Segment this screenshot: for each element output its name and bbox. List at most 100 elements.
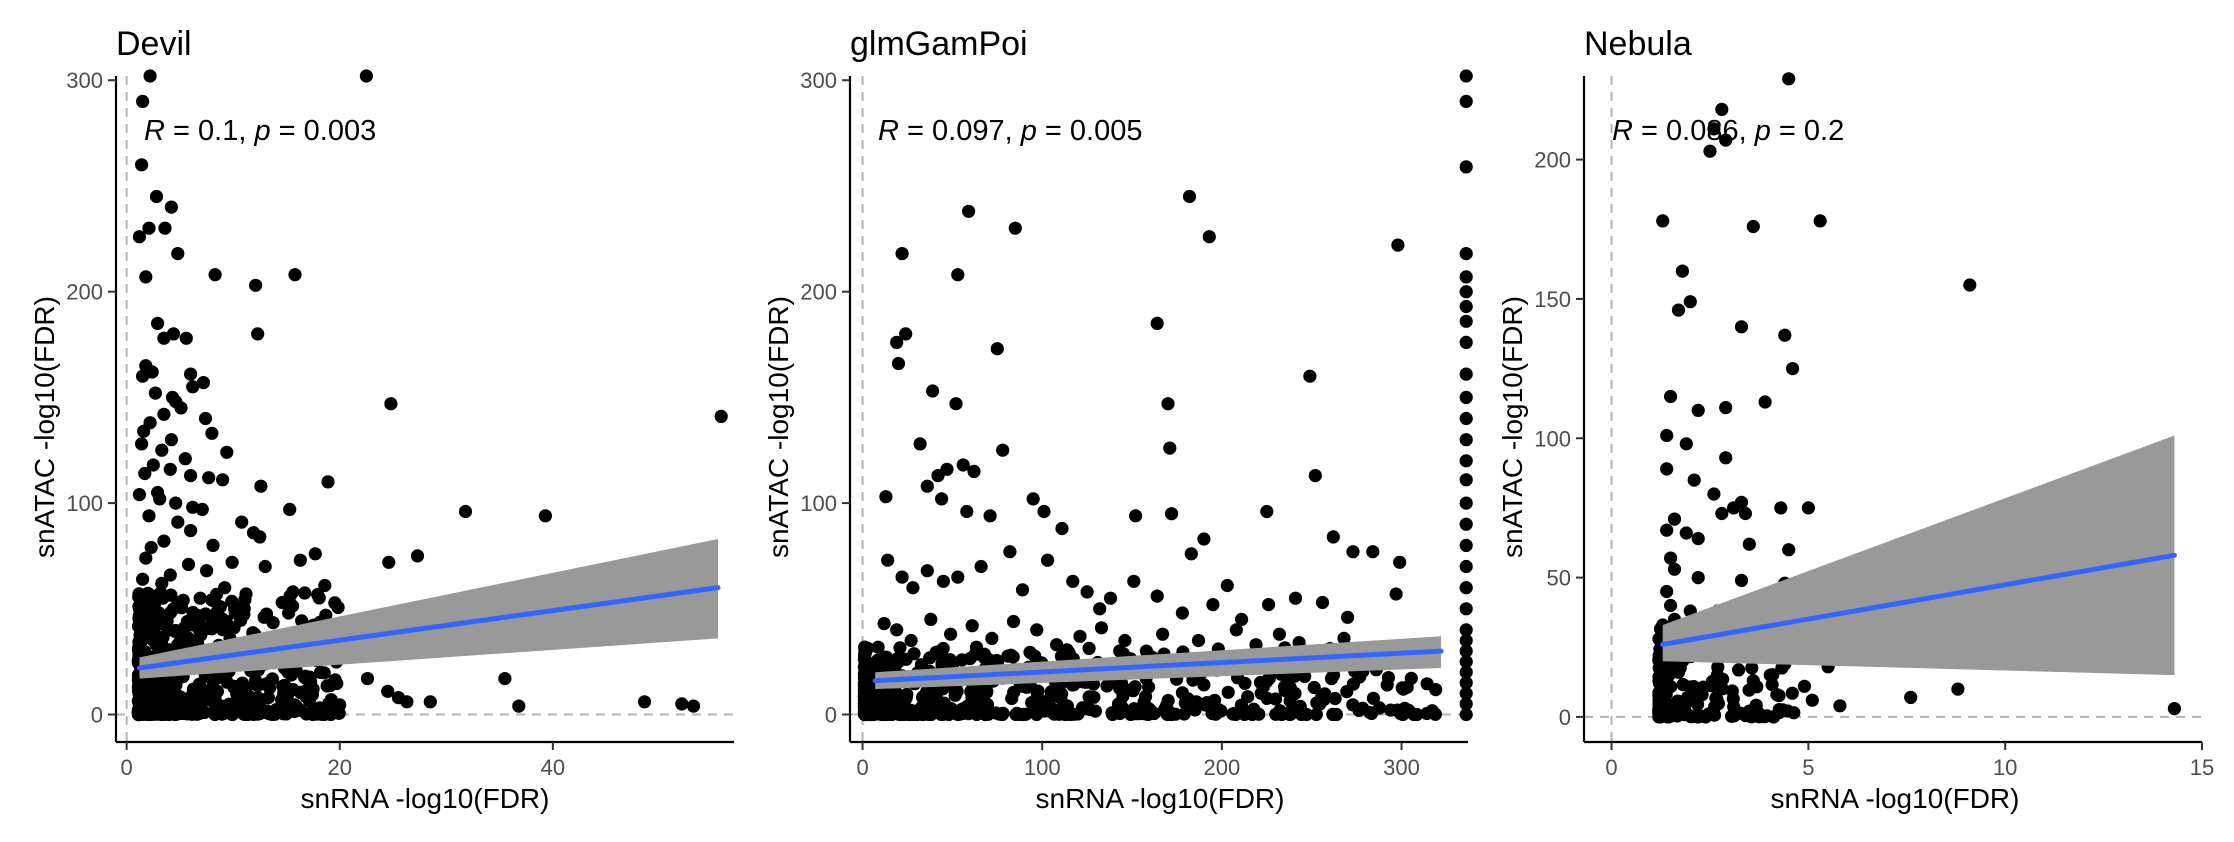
data-point xyxy=(1206,598,1220,612)
data-point xyxy=(962,204,976,218)
data-point xyxy=(879,490,893,504)
data-point xyxy=(958,705,972,719)
data-point xyxy=(249,705,264,719)
data-point xyxy=(1679,437,1693,451)
data-point xyxy=(293,685,307,700)
data-point xyxy=(1726,692,1740,706)
data-point xyxy=(873,690,887,704)
data-point xyxy=(178,452,192,466)
data-point xyxy=(942,707,956,722)
data-point xyxy=(1100,679,1114,693)
data-point xyxy=(1459,390,1473,404)
data-point xyxy=(1161,397,1175,411)
data-point xyxy=(137,679,151,693)
data-point xyxy=(210,605,224,619)
data-point xyxy=(1103,591,1118,605)
data-point xyxy=(956,458,970,472)
correlation-annotation: R = 0.086, p = 0.2 xyxy=(1612,115,1844,147)
data-point xyxy=(1675,264,1689,278)
data-point xyxy=(1758,395,1772,409)
data-point xyxy=(1060,643,1074,657)
data-point xyxy=(206,538,220,553)
data-point xyxy=(1006,614,1021,629)
data-point xyxy=(979,686,994,700)
data-point xyxy=(259,607,274,621)
y-tick-label: 0 xyxy=(1559,705,1571,730)
data-point xyxy=(1691,571,1705,585)
data-point xyxy=(1732,663,1746,677)
data-point xyxy=(1679,526,1693,540)
data-point xyxy=(1260,504,1274,519)
y-axis-title: snATAC -log10(FDR) xyxy=(763,296,794,558)
data-point xyxy=(360,672,375,686)
data-point xyxy=(1459,517,1473,531)
data-point xyxy=(268,704,282,718)
data-point xyxy=(1052,707,1066,721)
data-point xyxy=(1163,441,1177,455)
data-point xyxy=(1326,530,1340,544)
data-point xyxy=(1782,72,1796,86)
data-point xyxy=(2167,702,2181,716)
data-point xyxy=(195,502,209,516)
data-point xyxy=(184,524,198,538)
y-tick-label: 200 xyxy=(66,280,103,305)
data-point xyxy=(1656,214,1670,228)
data-point xyxy=(281,665,295,679)
data-point xyxy=(1719,451,1733,465)
data-point xyxy=(163,568,177,582)
data-point xyxy=(1063,707,1077,722)
plot-area: 0 20 40 0 100 200 300 xyxy=(66,68,734,780)
data-point xyxy=(1082,641,1096,656)
data-point xyxy=(996,443,1010,457)
data-point xyxy=(1003,545,1017,559)
data-point xyxy=(144,540,158,555)
data-point xyxy=(144,605,158,619)
data-point xyxy=(1055,687,1069,701)
r-value: = 0.097, xyxy=(899,115,1021,147)
data-point xyxy=(298,670,312,685)
data-point xyxy=(1202,230,1216,244)
data-point xyxy=(1168,707,1183,721)
data-point xyxy=(920,564,934,578)
data-point xyxy=(1459,676,1473,690)
data-point xyxy=(1303,369,1317,383)
data-point xyxy=(184,367,198,381)
data-point xyxy=(1459,69,1473,83)
data-point xyxy=(1307,680,1321,695)
data-point xyxy=(1393,555,1407,569)
data-point xyxy=(906,581,920,595)
data-point xyxy=(974,559,988,574)
data-point xyxy=(1037,504,1051,519)
data-point xyxy=(1269,692,1283,706)
data-point xyxy=(1963,278,1977,292)
r-value: = 0.1, xyxy=(165,115,254,147)
data-point xyxy=(1129,509,1143,523)
panel-glmgampoi: glmGamPoi 0 100 200 300 0 100 200 300 R = 0.097… xyxy=(763,25,1473,814)
data-point xyxy=(157,331,171,345)
data-point xyxy=(1238,676,1252,690)
data-point xyxy=(1775,661,1789,675)
data-point xyxy=(233,678,247,693)
data-point xyxy=(382,555,396,569)
data-point xyxy=(1262,598,1276,612)
data-point xyxy=(1019,707,1033,721)
data-point xyxy=(139,270,153,284)
data-point xyxy=(283,589,297,603)
r-symbol: R xyxy=(878,115,899,147)
data-point xyxy=(1200,696,1214,710)
y-tick-label: 150 xyxy=(1534,287,1571,312)
x-axis-title: snRNA -log10(FDR) xyxy=(301,783,550,814)
data-point xyxy=(207,594,221,608)
panel-title: Devil xyxy=(116,25,192,63)
data-point xyxy=(891,356,906,371)
data-point xyxy=(1711,697,1725,711)
data-point xyxy=(1660,584,1674,599)
data-point xyxy=(170,688,184,702)
data-point xyxy=(302,694,316,708)
data-point xyxy=(1687,680,1701,694)
data-point xyxy=(319,608,333,622)
data-point xyxy=(1691,403,1705,417)
data-point xyxy=(147,627,161,641)
x-tick-label: 200 xyxy=(1204,755,1241,780)
data-point xyxy=(1184,547,1198,561)
